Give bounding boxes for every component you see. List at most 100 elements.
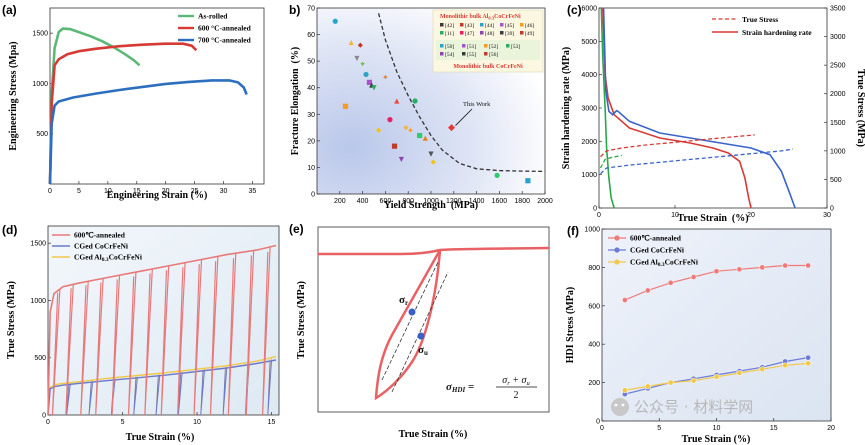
panel-c-ytick-label: 2000 bbox=[581, 139, 597, 146]
panel-a-ytick-label: 1500 bbox=[32, 31, 48, 38]
panel-d-xtick-label: 5 bbox=[121, 419, 125, 426]
panel-e-xlabel: True Strain (%) bbox=[399, 429, 468, 440]
panel-d-loop bbox=[111, 275, 121, 416]
panel-d-loop bbox=[51, 288, 61, 416]
panel-b-ytick-label: 10 bbox=[307, 165, 315, 172]
panel-c-hardening-line bbox=[602, 7, 796, 209]
panel-b-legend-marker bbox=[462, 52, 466, 56]
panel-b-legend-marker bbox=[440, 31, 444, 35]
panel-d: (d) 0 5 10 15 0 500 1000 1500 600℃-annealed CGed… bbox=[2, 223, 280, 443]
panel-b-legend-ref: [50] bbox=[445, 44, 454, 50]
panel-f-xtick-label: 20 bbox=[827, 425, 835, 432]
panel-f-data-point bbox=[713, 268, 720, 275]
panel-c-legend-label: Strain hardening rate bbox=[742, 28, 812, 37]
panel-d-series-line bbox=[47, 244, 277, 416]
panel-b-legend-ref: [56] bbox=[489, 52, 498, 58]
panel-b-xtick-label: 1400 bbox=[469, 198, 485, 205]
panel-c-ticks: 0 10 20 30010002000300040005000600005001000… bbox=[581, 6, 845, 220]
panel-b-data-point bbox=[354, 55, 360, 62]
panel-b-legend-ref: [44] bbox=[485, 23, 494, 29]
panel-a-series-line bbox=[48, 42, 198, 185]
panel-f-legend-marker bbox=[614, 235, 620, 241]
panel-b-data-point bbox=[417, 132, 423, 139]
panel-b-data-point bbox=[387, 117, 393, 123]
panel-c: (c) 0 10 20 3001000200030004000500060000500… bbox=[561, 3, 865, 224]
panel-b-xtick-label: 1800 bbox=[514, 198, 530, 205]
panel-d-xtick-label: 10 bbox=[193, 419, 201, 426]
panel-e-equation-denominator: 2 bbox=[514, 390, 519, 401]
panel-a-series-line bbox=[48, 79, 248, 185]
panel-d-ytick-label: 500 bbox=[34, 355, 46, 362]
panel-c-ytick-right-label: 0 bbox=[830, 206, 834, 213]
panel-f-xtick-label: 5 bbox=[657, 425, 661, 432]
panel-f-data-point bbox=[622, 387, 628, 394]
panel-a-xtick-label: 15 bbox=[133, 188, 141, 195]
panel-b-legend-marker bbox=[480, 23, 484, 27]
panel-e-equation-lhs: σHDI = bbox=[446, 381, 474, 394]
panel-e-ylabel: True Stress (MPa) bbox=[296, 281, 307, 359]
panel-b-legend-ref: [49] bbox=[525, 31, 534, 37]
panel-f-data-point bbox=[713, 373, 720, 380]
panel-c-xtick-label: 30 bbox=[823, 212, 831, 219]
panel-b-legend-ref: [52] bbox=[489, 44, 498, 50]
panel-b-data-point bbox=[363, 71, 369, 78]
panel-b-data-point bbox=[525, 178, 531, 184]
panel-b-data-point bbox=[375, 127, 382, 133]
panel-b-data-point bbox=[332, 18, 338, 24]
panel-f-ytick-label: 400 bbox=[588, 342, 600, 349]
panel-c-ytick-label: 1000 bbox=[581, 172, 597, 179]
panel-b-legend-marker bbox=[460, 23, 464, 27]
panel-f-data-point bbox=[644, 287, 651, 294]
panel-b-legend-ref: [54] bbox=[445, 52, 454, 58]
panel-c-legend-label: True Stress bbox=[742, 15, 778, 24]
panel-b-data-point bbox=[342, 103, 349, 109]
panel-d-loop bbox=[245, 250, 255, 416]
panel-c-ylabel-right: True Stress (MPa) bbox=[855, 69, 865, 147]
panel-b-legend-ref: [43] bbox=[465, 23, 474, 29]
panel-b-ytick-label: 30 bbox=[307, 112, 315, 119]
panel-b-legend-marker bbox=[440, 52, 444, 56]
panel-a-xtick-label: 30 bbox=[220, 188, 228, 195]
panel-c-hardening-line bbox=[600, 7, 615, 209]
panel-b-xtick-label: 2000 bbox=[537, 198, 553, 205]
panel-b-legend-ref: [11] bbox=[445, 31, 454, 37]
panel-b-legend-marker bbox=[506, 44, 510, 48]
panel-b-legend-marker bbox=[480, 31, 484, 35]
panel-c-ytick-label: 5000 bbox=[581, 39, 597, 46]
panel-c-ytick-right-label: 1500 bbox=[830, 120, 846, 127]
panel-d-loop bbox=[88, 382, 94, 416]
panel-c-ytick-label: 6000 bbox=[581, 6, 597, 13]
panel-f-ylabel: HDI Stress (MPa) bbox=[565, 287, 576, 363]
panel-e-sigma-u-label: σu bbox=[418, 344, 428, 357]
panel-f-ytick-label: 200 bbox=[588, 380, 600, 387]
panel-f-xtick-label: 0 bbox=[600, 425, 604, 432]
panel-b-ytick-label: 70 bbox=[307, 6, 315, 13]
panel-b-xtick-label: 800 bbox=[402, 198, 414, 205]
panel-b-ylabel: Fracture Elongation (%) bbox=[290, 47, 301, 155]
panel-b-data-point bbox=[412, 98, 418, 104]
panel-b-legend-title1: Monolithic bulk Al0.3CoCrFeNi bbox=[440, 14, 521, 21]
panel-b-xtick-label: 1200 bbox=[446, 198, 462, 205]
panel-d-series bbox=[47, 244, 277, 416]
panel-f-data-point bbox=[805, 262, 811, 269]
panel-a-xtick-label: 20 bbox=[162, 188, 170, 195]
panel-b-ytick-label: 40 bbox=[307, 85, 315, 92]
panel-e-sigma-r-marker bbox=[408, 308, 416, 316]
panel-b-data-point bbox=[494, 172, 500, 178]
panel-f-data-point bbox=[782, 262, 789, 269]
panel-b-legend-ref: [46] bbox=[525, 23, 534, 29]
panel-a-xtick-label: 25 bbox=[191, 188, 199, 195]
panel-b-data-point bbox=[357, 42, 363, 48]
panel-e-sigma-r-label: σr bbox=[399, 294, 408, 307]
panel-a-label: (a) bbox=[2, 3, 17, 17]
panel-d-loop bbox=[200, 370, 205, 416]
panel-a-legend-label: 600 °C-annealed bbox=[198, 24, 252, 33]
panel-d-ytick-label: 1000 bbox=[30, 298, 46, 305]
panel-b-legend-marker bbox=[500, 31, 504, 35]
panel-b-ytick-label: 50 bbox=[307, 59, 315, 66]
panel-f-data-point bbox=[805, 360, 811, 367]
panel-f-xlabel: True Strain (%) bbox=[682, 434, 751, 445]
